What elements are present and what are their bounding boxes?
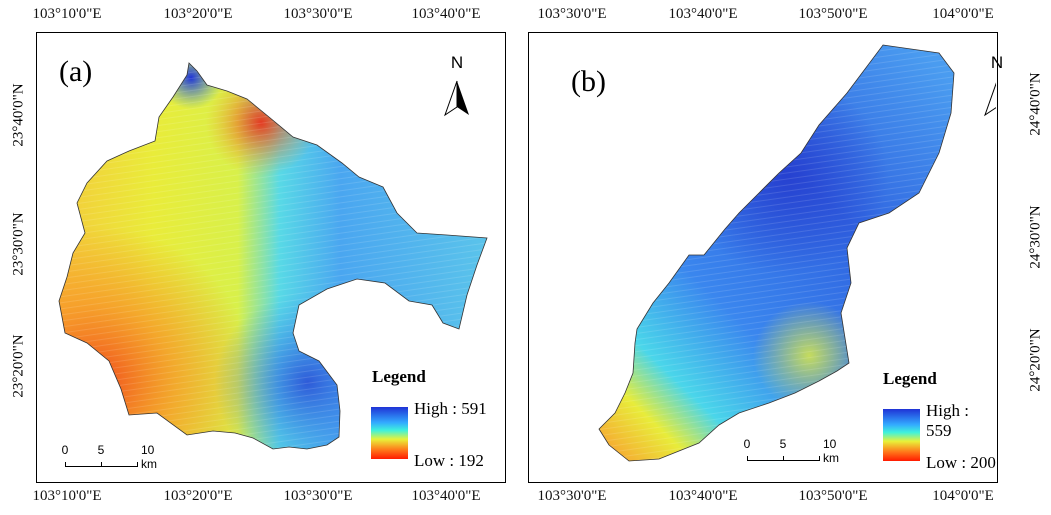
scale-tick bbox=[783, 456, 784, 461]
panel-label-b: (b) bbox=[571, 65, 606, 98]
tick-label: 24°20'0"N bbox=[1027, 328, 1044, 392]
legend-title-a: Legend bbox=[372, 367, 426, 386]
tick-label: 23°40'0"N bbox=[10, 83, 27, 147]
north-letter: N bbox=[990, 53, 1004, 72]
legend-low-a: Low : 192 bbox=[414, 451, 484, 470]
scale-label: 10 km bbox=[823, 437, 839, 465]
legend-color-ramp-a bbox=[371, 407, 408, 459]
scale-tick bbox=[65, 462, 66, 467]
tick-label: 103°30'0"E bbox=[283, 6, 353, 22]
map-panel-a: (a) N Legend High : 591 Low : 192 0 5 10… bbox=[36, 32, 506, 483]
legend-color-ramp-b bbox=[883, 409, 920, 461]
tick-label: 103°20'0"E bbox=[163, 488, 233, 504]
north-arrow-icon bbox=[984, 82, 996, 117]
raster-map-b bbox=[598, 44, 996, 462]
tick-label: 23°20'0"N bbox=[10, 334, 27, 398]
scale-bar-a: 0 5 10 km bbox=[61, 443, 157, 473]
tick-label: 104°0'0"E bbox=[932, 488, 994, 504]
tick-label: 103°40'0"E bbox=[411, 488, 481, 504]
panel-label-a: (a) bbox=[59, 55, 93, 88]
legend-title-b: Legend bbox=[883, 369, 937, 388]
tick-label: 103°30'0"E bbox=[537, 6, 607, 22]
tick-label: 23°30'0"N bbox=[10, 212, 27, 276]
scale-label: 5 bbox=[779, 437, 787, 451]
legend-high-b: High : 559 bbox=[926, 401, 969, 440]
tick-label: 104°0'0"E bbox=[932, 6, 994, 22]
north-arrow-icon bbox=[444, 80, 469, 117]
scale-tick bbox=[137, 462, 138, 467]
scale-label: 0 bbox=[743, 437, 751, 451]
tick-label: 103°10'0"E bbox=[32, 488, 102, 504]
tick-label: 103°40'0"E bbox=[411, 6, 481, 22]
scale-tick bbox=[747, 456, 748, 461]
tick-label: 24°30'0"N bbox=[1027, 205, 1044, 269]
tick-label: 103°20'0"E bbox=[163, 6, 233, 22]
scale-bar-b: 0 5 10 km bbox=[743, 437, 839, 467]
raster-map-a bbox=[58, 62, 488, 450]
scale-label: 10 km bbox=[141, 443, 157, 471]
tick-label: 103°50'0"E bbox=[798, 6, 868, 22]
legend-low-b: Low : 200 bbox=[926, 453, 996, 472]
tick-label: 103°30'0"E bbox=[537, 488, 607, 504]
tick-label: 103°40'0"E bbox=[668, 488, 738, 504]
tick-label: 103°30'0"E bbox=[283, 488, 353, 504]
scale-label: 0 bbox=[61, 443, 69, 457]
tick-label: 103°40'0"E bbox=[668, 6, 738, 22]
tick-label: 103°50'0"E bbox=[798, 488, 868, 504]
map-panel-b: (b) N Legend High : 559 Low : 200 0 5 10… bbox=[528, 32, 1003, 483]
legend-high-a: High : 591 bbox=[414, 399, 487, 418]
tick-label: 24°40'0"N bbox=[1027, 72, 1044, 136]
north-letter: N bbox=[450, 53, 464, 72]
scale-tick bbox=[101, 462, 102, 467]
scale-tick bbox=[819, 456, 820, 461]
scale-label: 5 bbox=[97, 443, 105, 457]
tick-label: 103°10'0"E bbox=[32, 6, 102, 22]
